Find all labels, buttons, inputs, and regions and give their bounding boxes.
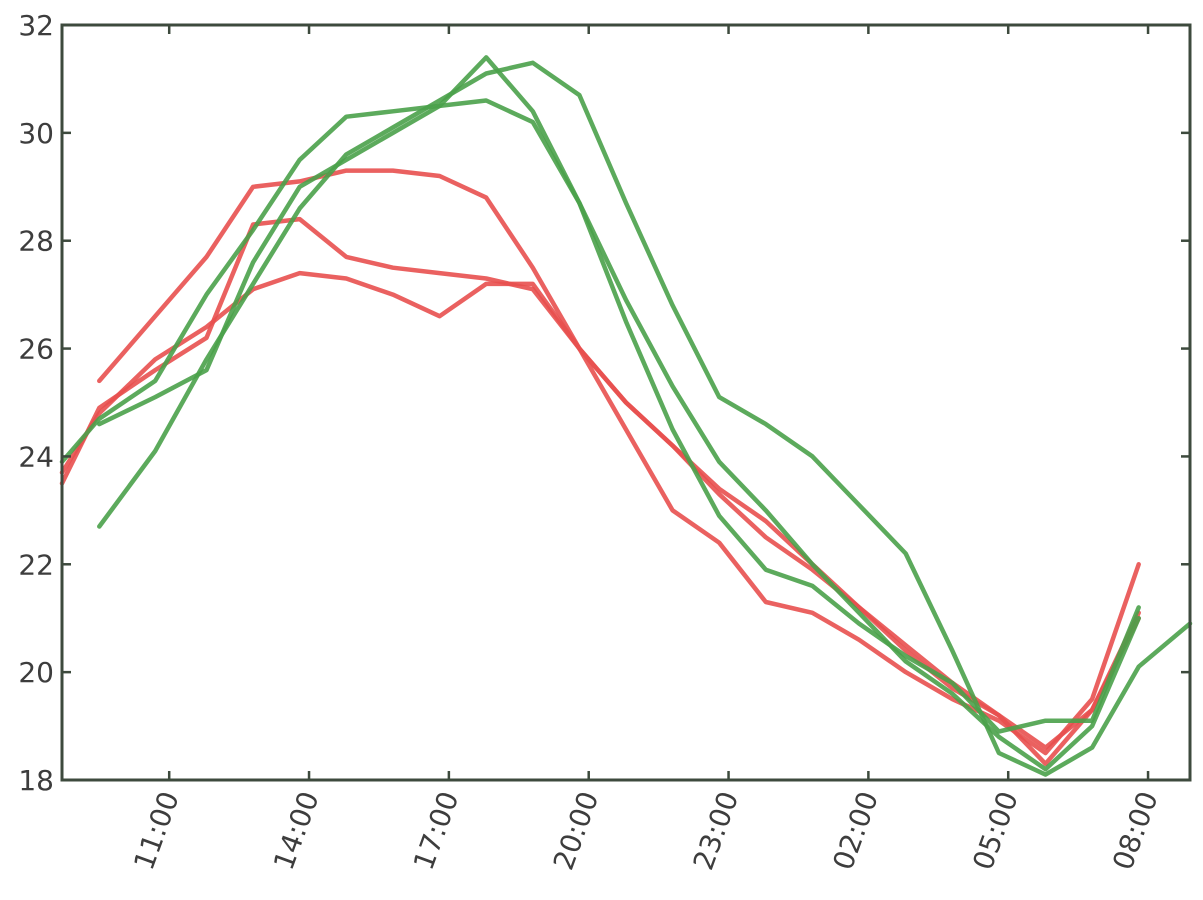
series-layer [59,55,1193,777]
x-tick-label: 14:00 [267,787,326,874]
x-tick-label: 02:00 [826,787,885,874]
plot-frame [60,23,1192,782]
y-tick-label: 20 [18,656,54,689]
y-tick-label: 24 [18,440,54,473]
x-axis: 11:00 14:00 17:00 20:00 23:00 02:00 05:00 08:00 [127,25,1165,874]
y-tick-label: 22 [18,548,54,581]
y-tick-label: 32 [18,9,54,42]
y-tick-label: 28 [18,225,54,258]
x-tick-label: 20:00 [547,787,606,874]
series-line-5 [59,98,1141,734]
y-axis: 18 20 22 24 26 28 30 32 [18,9,1190,797]
x-tick-label: 08:00 [1106,787,1165,874]
y-tick-label: 30 [18,117,54,150]
x-tick-label: 17:00 [407,787,466,874]
x-tick-label: 23:00 [687,787,746,874]
series-line-6 [97,55,1141,772]
series-line-3 [59,270,1141,750]
series-line-4 [97,60,1193,777]
series-line-2 [59,216,1141,767]
plot-border [60,23,1192,782]
x-tick-label: 11:00 [127,787,186,874]
x-tick-label: 05:00 [966,787,1025,874]
y-tick-label: 26 [18,333,54,366]
y-tick-label: 18 [18,764,54,797]
